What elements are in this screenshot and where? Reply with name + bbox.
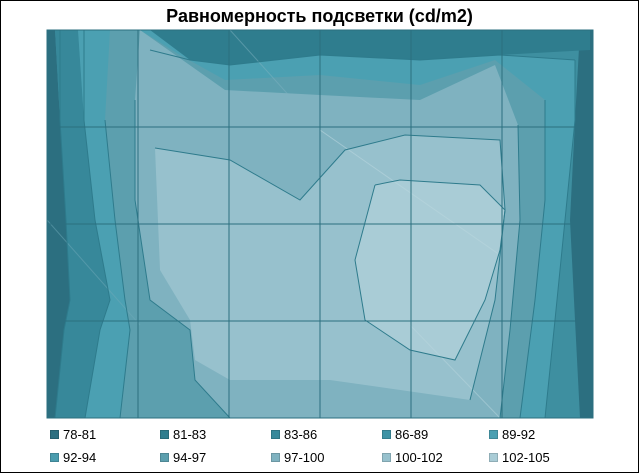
contour-band-102-105 [355, 180, 505, 360]
chart-title: Равномерность подсветки (cd/m2) [166, 6, 473, 26]
plot-grid [47, 30, 593, 418]
